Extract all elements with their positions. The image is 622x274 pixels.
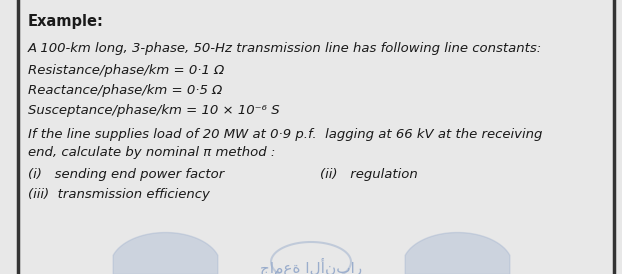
Text: Reactance/phase/km = 0·5 Ω: Reactance/phase/km = 0·5 Ω <box>28 84 222 97</box>
Text: If the line supplies load of 20 MW at 0·9 p.f.  lagging at 66 kV at the receivin: If the line supplies load of 20 MW at 0·… <box>28 128 542 141</box>
Text: (ii)   regulation: (ii) regulation <box>320 168 418 181</box>
Text: Example:: Example: <box>28 14 104 29</box>
Text: جامعة الأنبار: جامعة الأنبار <box>260 258 362 274</box>
Text: (iii)  transmission efficiency: (iii) transmission efficiency <box>28 188 210 201</box>
Text: Susceptance/phase/km = 10 × 10⁻⁶ S: Susceptance/phase/km = 10 × 10⁻⁶ S <box>28 104 280 117</box>
Text: end, calculate by nominal π method :: end, calculate by nominal π method : <box>28 146 276 159</box>
Text: (i)   sending end power factor: (i) sending end power factor <box>28 168 225 181</box>
Text: Resistance/phase/km = 0·1 Ω: Resistance/phase/km = 0·1 Ω <box>28 64 225 77</box>
Text: A 100-km long, 3-phase, 50-Hz transmission line has following line constants:: A 100-km long, 3-phase, 50-Hz transmissi… <box>28 42 542 55</box>
